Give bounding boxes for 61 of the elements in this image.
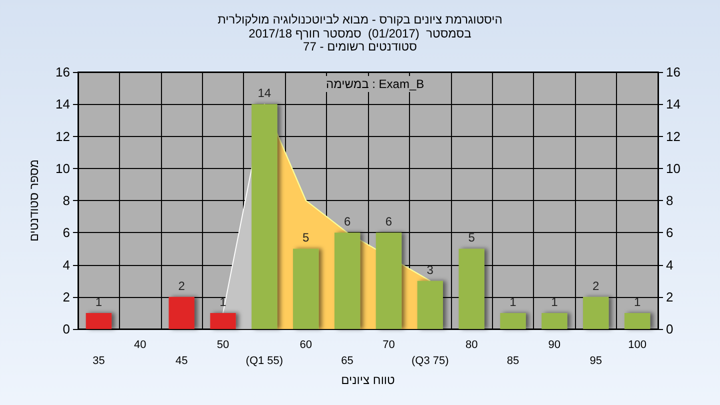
chart-title: היסטוגרמת ציונים בקורס - מבוא לביוטכנולוגיה מולקולרית (218, 12, 502, 26)
data-label: 2 (592, 278, 600, 293)
data-label: 5 (468, 230, 476, 245)
x-tick-label: 90 (548, 339, 561, 351)
y2-tick-label: 4 (666, 257, 674, 272)
x-tick-label: 50 (216, 339, 230, 351)
x-tick-label: 70 (382, 339, 395, 351)
y2-tick-label: 6 (666, 225, 674, 240)
y2-tick-label: 2 (666, 289, 674, 304)
bar (334, 232, 360, 329)
data-label: 14 (258, 86, 272, 100)
y-tick-label: 8 (62, 193, 70, 208)
data-label: 6 (385, 214, 392, 229)
y2-tick-label: 0 (666, 322, 674, 336)
y-tick-label: 6 (62, 225, 70, 240)
bar (293, 248, 319, 329)
y2-tick-label: 8 (666, 193, 674, 208)
data-label: 1 (95, 294, 102, 309)
y-tick-label: 4 (62, 257, 70, 272)
bar (86, 312, 112, 329)
y-tick-label: 0 (62, 322, 70, 336)
bar (458, 248, 484, 329)
data-label: 1 (510, 294, 517, 309)
x-tick-label: (Q1 55) (246, 355, 284, 367)
y-tick-label: 14 (56, 96, 70, 112)
bar (583, 296, 609, 329)
y2-tick-label: 10 (666, 160, 680, 176)
x-axis-title: טווח ציונים (341, 372, 396, 387)
x-tick-label: 85 (506, 355, 520, 367)
data-label: 3 (426, 262, 434, 277)
y-tick-label: 16 (56, 64, 70, 80)
data-label: 6 (344, 214, 351, 229)
x-tick-label: 65 (341, 355, 354, 367)
x-tick-label: 80 (465, 339, 478, 351)
bar (168, 296, 194, 329)
y-axis-title: מספר סטודנטים (27, 159, 41, 242)
y2-tick-label: 14 (666, 96, 680, 112)
y-tick-label: 12 (56, 128, 70, 144)
chart-subtitle: בסמסטר (01/2017) סמסטר חורף 2017/18 סטודנטים רשומים - 77 (248, 26, 472, 54)
x-tick-label: 40 (134, 339, 146, 351)
x-tick-label: (Q3 75) (411, 355, 449, 367)
data-label: 2 (178, 278, 186, 293)
x-tick-label: 35 (92, 355, 105, 367)
data-label: 1 (551, 294, 558, 309)
x-tick-label: 60 (300, 339, 312, 351)
x-tick-label: 100 (628, 339, 646, 351)
y2-tick-label: 16 (666, 64, 680, 80)
bar (542, 312, 568, 329)
y-tick-label: 10 (56, 160, 70, 176)
y2-tick-label: 12 (666, 128, 680, 144)
data-label: 5 (302, 230, 310, 245)
y-tick-label: 2 (62, 289, 70, 304)
bar (417, 280, 443, 329)
bar (500, 312, 526, 329)
bar (210, 312, 236, 329)
x-tick-label: 45 (175, 355, 188, 367)
x-tick-label: 95 (590, 355, 602, 367)
annotation: במשימה : Exam_B (326, 77, 424, 91)
data-label: 1 (634, 294, 641, 309)
bar (624, 312, 650, 329)
bar (376, 232, 402, 329)
